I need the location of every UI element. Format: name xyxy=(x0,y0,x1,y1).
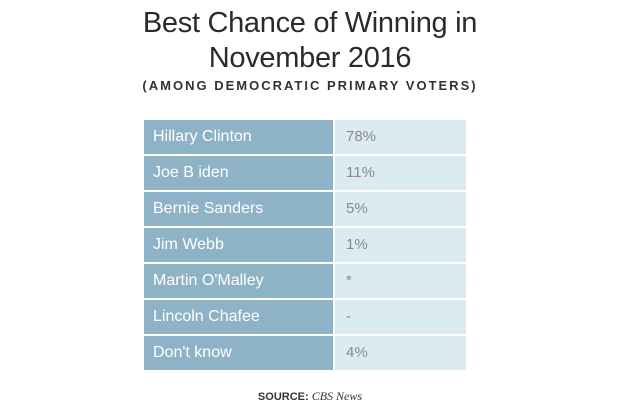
results-table: Hillary Clinton 78% Joe B iden 11% Bernie Sa… xyxy=(144,120,466,372)
source-name: CBS News xyxy=(311,389,363,403)
source-label: SOURCE: xyxy=(257,391,309,403)
chart-subtitle: (AMONG DEMOCRATIC PRIMARY VOTERS) xyxy=(142,78,478,93)
table-row: Lincoln Chafee - xyxy=(144,300,466,334)
candidate-value: 11% xyxy=(335,156,466,190)
candidate-name: Lincoln Chafee xyxy=(144,300,333,334)
candidate-name: Joe B iden xyxy=(144,156,333,190)
table-row: Martin O'Malley * xyxy=(144,264,466,298)
candidate-name: Don't know xyxy=(144,336,333,370)
table-row: Hillary Clinton 78% xyxy=(144,120,466,154)
candidate-value: 4% xyxy=(335,336,466,370)
candidate-name: Jim Webb xyxy=(144,228,333,262)
candidate-name: Martin O'Malley xyxy=(144,264,333,298)
candidate-value: 5% xyxy=(335,192,466,226)
chart-title-line-1: Best Chance of Winning in xyxy=(142,7,478,39)
chart-title: Best Chance of Winning in November 2016 xyxy=(0,6,620,76)
table-row: Jim Webb 1% xyxy=(144,228,466,262)
table-row: Don't know 4% xyxy=(144,336,466,370)
candidate-value: * xyxy=(335,264,466,298)
candidate-name: Hillary Clinton xyxy=(144,120,333,154)
chart-title-line-2: November 2016 xyxy=(208,42,412,74)
candidate-value: - xyxy=(335,300,466,334)
table-row: Joe B iden 11% xyxy=(144,156,466,190)
candidate-value: 78% xyxy=(335,120,466,154)
table-row: Bernie Sanders 5% xyxy=(144,192,466,226)
source-credit: SOURCE: CBS News xyxy=(0,389,620,404)
candidate-name: Bernie Sanders xyxy=(144,192,333,226)
candidate-value: 1% xyxy=(335,228,466,262)
